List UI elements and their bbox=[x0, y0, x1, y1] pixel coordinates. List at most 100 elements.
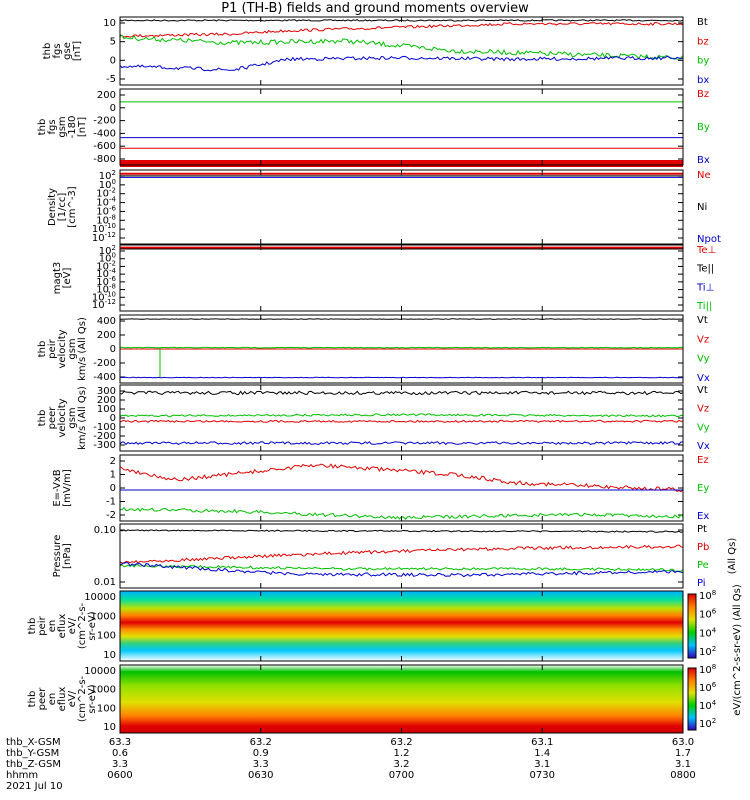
series-Pt bbox=[119, 529, 684, 533]
y-axis-label-line: eV/ bbox=[67, 690, 78, 707]
y-tick-label: 1 bbox=[110, 470, 116, 481]
y-axis-label-line: km/s (All Qs) bbox=[77, 386, 88, 450]
y-tick-label: 100 bbox=[97, 703, 116, 714]
y-tick-label: 0.01 bbox=[94, 577, 116, 588]
y-tick-label: -300 bbox=[93, 440, 116, 451]
tick-hhmm: 0730 bbox=[530, 770, 555, 781]
peir-spectrogram bbox=[120, 591, 683, 661]
tick-x-gsm: 63.3 bbox=[109, 737, 131, 748]
y-axis-label: thb fgs gsm -180 [nT] bbox=[37, 116, 88, 139]
series-by bbox=[119, 34, 684, 60]
tick-y-gsm: 1.4 bbox=[534, 748, 550, 759]
y-tick-label: -5 bbox=[106, 74, 116, 85]
y-tick-label: -200 bbox=[93, 431, 116, 442]
series-Pi bbox=[119, 562, 684, 578]
y-axis-label-line: velocity bbox=[57, 329, 68, 368]
bottom-row-label: thb_X-GSM bbox=[6, 737, 61, 748]
legend-entry: by bbox=[697, 56, 709, 67]
y-tick-label: 0 bbox=[110, 55, 116, 66]
series-bz bbox=[119, 21, 684, 38]
y-axis-label-line: Pressure bbox=[52, 535, 63, 578]
y-axis-label-line: peir bbox=[47, 338, 58, 358]
y-tick-label: 100 bbox=[97, 404, 116, 415]
y-axis-label-line: sr-eV) bbox=[87, 684, 98, 713]
y-axis-label-line: peer bbox=[37, 687, 48, 711]
y-tick-label: 1000 bbox=[91, 611, 116, 622]
y-axis-label-line: sr-eV) bbox=[87, 611, 98, 640]
y-axis-label-line: fgs bbox=[47, 119, 58, 134]
panel-frame bbox=[119, 384, 684, 452]
legend-entry: Pt bbox=[697, 524, 707, 535]
y-tick-label: 10 bbox=[103, 18, 116, 29]
y-axis-label-line: [cm^-3] bbox=[67, 186, 78, 227]
legend-entry: Vz bbox=[697, 334, 709, 345]
tick-z-gsm: 3.2 bbox=[394, 759, 410, 770]
legend-entry: Pb bbox=[697, 542, 709, 553]
legend-entry: Ti⊥ bbox=[696, 282, 714, 293]
y-tick-label: 10 bbox=[103, 650, 116, 661]
y-tick-label: -800 bbox=[93, 154, 116, 165]
colorbar-tick: 102 bbox=[699, 717, 716, 730]
panel-frame bbox=[119, 523, 684, 589]
series-Pb bbox=[119, 544, 684, 565]
tick-y-gsm: 0.9 bbox=[253, 748, 269, 759]
peer-spectrogram bbox=[120, 665, 683, 733]
y-axis-label-line: gse bbox=[62, 42, 73, 60]
series-Vx bbox=[119, 441, 684, 446]
side-note: (All Qs) bbox=[727, 538, 738, 575]
legend-entry: Vt bbox=[697, 315, 708, 326]
colorbar-tick: 108 bbox=[699, 663, 716, 676]
legend-entry: Te⊥ bbox=[696, 245, 716, 256]
y-axis-label: Pressure [nPa] bbox=[52, 535, 73, 578]
tick-x-gsm: 63.2 bbox=[390, 737, 412, 748]
side-note-text: (All Qs) bbox=[727, 538, 738, 575]
legend-entry: Pi bbox=[697, 578, 706, 589]
y-axis-label-line: en bbox=[47, 620, 58, 633]
legend-entry: Bt bbox=[697, 17, 708, 28]
bottom-row-label: 2021 Jul 10 bbox=[6, 781, 63, 792]
y-axis-label: thb fgs gse [nT] bbox=[42, 41, 83, 61]
y-axis-label-line: en bbox=[47, 693, 58, 706]
legend-entry: Pe bbox=[697, 560, 709, 571]
y-tick-label: -200 bbox=[93, 116, 116, 127]
y-axis-label: thb peir velocity gsm km/s (All Qs) bbox=[37, 317, 88, 381]
y-tick-label: 5 bbox=[110, 37, 116, 48]
tick-z-gsm: 3.3 bbox=[253, 759, 269, 770]
legend-entry: Ni bbox=[697, 202, 707, 213]
y-tick-label: 10-12 bbox=[92, 231, 116, 244]
y-axis-label: thb peer en eflux eV/(cm^2-s-sr-eV) bbox=[27, 675, 98, 722]
series-Vy bbox=[119, 413, 684, 418]
y-axis-label-line: km/s (All Qs) bbox=[77, 317, 88, 381]
colorbar-tick: 106 bbox=[699, 608, 717, 621]
y-tick-label: 0 bbox=[110, 103, 116, 114]
tick-hhmm: 0700 bbox=[389, 770, 414, 781]
y-tick-label: 400 bbox=[97, 316, 116, 327]
y-axis-label-line: peer bbox=[47, 406, 58, 430]
y-axis-label-line: peir bbox=[37, 615, 48, 635]
y-axis-label-line: eflux bbox=[57, 687, 68, 712]
y-tick-label: 0 bbox=[110, 344, 116, 355]
legend-entry: Vt bbox=[697, 385, 708, 396]
tick-hhmm: 0600 bbox=[107, 770, 132, 781]
tick-x-gsm: 63.0 bbox=[672, 737, 694, 748]
y-axis-label-line: thb bbox=[27, 618, 38, 635]
series-Vz bbox=[119, 419, 684, 423]
tick-x-gsm: 63.1 bbox=[531, 737, 553, 748]
y-axis-label-line: gsm bbox=[67, 338, 78, 359]
legend-entry: Te|| bbox=[696, 264, 714, 275]
y-tick-label: -100 bbox=[93, 422, 116, 433]
page-title: P1 (TH-B) fields and ground moments over… bbox=[221, 1, 529, 16]
y-axis-label-line: [mV/m] bbox=[62, 469, 73, 507]
bottom-row-label: thb_Y-GSM bbox=[6, 748, 59, 759]
series-bx bbox=[119, 55, 684, 72]
legend-entry: By bbox=[697, 122, 710, 133]
series-Pe bbox=[119, 563, 684, 572]
y-axis-label-line: eV/ bbox=[67, 617, 78, 634]
y-axis-label-line: velocity bbox=[57, 398, 68, 437]
legend-entry: Ey bbox=[697, 483, 709, 494]
y-axis-label-line: thb bbox=[37, 341, 48, 358]
legend-entry: Ti|| bbox=[696, 301, 712, 312]
y-axis-label-line: fgs bbox=[52, 43, 63, 58]
y-axis-label: Density [1/cc] [cm^-3] bbox=[47, 186, 78, 227]
tick-z-gsm: 3.3 bbox=[112, 759, 128, 770]
